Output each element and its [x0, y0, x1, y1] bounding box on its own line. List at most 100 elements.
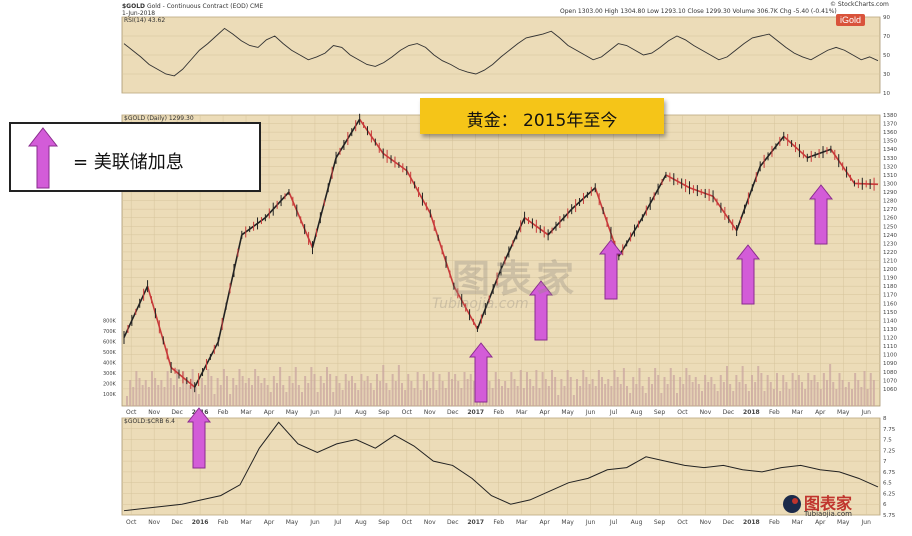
- volume-bar: [404, 390, 407, 406]
- volume-bar: [241, 376, 244, 406]
- rate-hike-arrow: [528, 280, 554, 341]
- y-tick-label: 70: [883, 34, 890, 40]
- volume-bar: [844, 387, 847, 406]
- volume-bar: [219, 385, 222, 406]
- volume-bar: [210, 376, 213, 406]
- volume-bar: [616, 377, 619, 406]
- volume-bar: [654, 368, 657, 406]
- volume-bar: [526, 372, 528, 406]
- y-tick-label: 1100: [883, 353, 897, 359]
- volume-bar: [463, 372, 466, 406]
- y-tick-label: 1080: [883, 370, 897, 376]
- x-tick-label: Oct: [126, 409, 137, 416]
- x-tick-label: Feb: [493, 409, 504, 416]
- y-tick-label: 1130: [883, 327, 897, 333]
- volume-bar: [416, 372, 419, 406]
- volume-bar: [444, 388, 447, 406]
- volume-bar: [641, 386, 644, 406]
- volume-bar: [741, 366, 744, 406]
- volume-bar: [457, 381, 460, 406]
- x-tick-label: 2018: [743, 409, 760, 416]
- x-tick-label: Nov: [424, 519, 436, 526]
- volume-bar: [141, 385, 144, 406]
- x-tick-label: Apr: [264, 519, 275, 526]
- volume-bar: [166, 371, 169, 406]
- volume-bar: [569, 377, 572, 406]
- x-tick-label: Nov: [700, 409, 712, 416]
- volume-bar: [797, 375, 800, 406]
- y-tick-label: 1150: [883, 310, 897, 316]
- x-tick-label: 2016: [192, 519, 209, 526]
- y-tick-label: 1300: [883, 181, 897, 187]
- volume-bar: [129, 380, 132, 406]
- x-tick-label: Jun: [585, 519, 596, 526]
- volume-bar: [672, 375, 675, 406]
- volume-bar: [869, 373, 872, 406]
- x-tick-label: Oct: [677, 409, 688, 416]
- volume-bar: [422, 374, 425, 406]
- volume-bar: [176, 369, 178, 406]
- volume-bar: [707, 382, 710, 406]
- volume-bar: [363, 381, 366, 406]
- y-tick-label: 7: [883, 459, 887, 465]
- volume-bar: [757, 366, 760, 406]
- x-tick-label: Dec: [171, 409, 183, 416]
- volume-bar: [779, 391, 782, 406]
- x-tick-label: Nov: [148, 409, 160, 416]
- volume-bar: [838, 373, 841, 406]
- volume-bar: [776, 373, 778, 406]
- volume-bar: [135, 371, 138, 406]
- x-tick-label: Aug: [355, 409, 367, 416]
- volume-bar: [432, 372, 435, 406]
- y-tick-label: 5.75: [883, 513, 896, 519]
- volume-bar: [304, 376, 307, 406]
- rate-hike-arrow: [735, 244, 761, 305]
- volume-bar: [585, 377, 588, 406]
- volume-bar: [260, 383, 263, 406]
- volume-bar: [407, 374, 410, 406]
- x-tick-label: Nov: [148, 519, 160, 526]
- volume-bar: [866, 389, 869, 406]
- volume-bar: [601, 377, 603, 406]
- y-tick-label: 6: [883, 502, 887, 508]
- y-tick-label: 30: [883, 72, 890, 78]
- x-tick-label: Jun: [309, 519, 320, 526]
- volume-bar: [810, 380, 813, 406]
- volume-bar: [704, 375, 707, 406]
- y-tick-label: 90: [883, 15, 890, 21]
- x-tick-label: May: [837, 409, 850, 416]
- volume-bar: [622, 368, 625, 406]
- volume-bar: [854, 373, 857, 406]
- x-tick-label: Jun: [585, 409, 596, 416]
- legend-box: = 美联储加息: [9, 122, 261, 192]
- volume-bar: [629, 393, 632, 406]
- volume-bar: [151, 371, 153, 406]
- volume-bar: [522, 388, 525, 406]
- x-tick-label: Dec: [723, 519, 735, 526]
- volume-bar: [619, 384, 622, 406]
- volume-bar: [379, 381, 382, 406]
- volume-tick-label: 400K: [103, 361, 117, 367]
- quote-label: Open 1303.00 High 1304.80 Low 1293.10 Cl…: [560, 8, 837, 15]
- y-tick-label: 1340: [883, 147, 897, 153]
- volume-bar: [326, 367, 328, 406]
- rate-hike-arrow: [598, 239, 624, 300]
- x-tick-label: Aug: [355, 519, 367, 526]
- volume-bar: [501, 386, 503, 406]
- volume-bar: [813, 375, 816, 406]
- x-tick-label: Jun: [861, 409, 872, 416]
- volume-bar: [507, 388, 510, 406]
- volume-bar: [344, 374, 347, 406]
- volume-bar: [335, 376, 338, 406]
- price-label: $GOLD (Daily) 1299.30: [124, 115, 194, 122]
- y-tick-label: 7.5: [883, 438, 892, 444]
- volume-bar: [579, 386, 582, 406]
- volume-bar: [276, 383, 278, 406]
- volume-bar: [307, 383, 310, 406]
- volume-bar: [697, 384, 700, 406]
- volume-bar: [754, 382, 757, 406]
- volume-bar: [563, 386, 566, 406]
- x-tick-label: Apr: [815, 519, 826, 526]
- volume-bar: [369, 383, 372, 406]
- volume-tick-label: 200K: [103, 382, 117, 388]
